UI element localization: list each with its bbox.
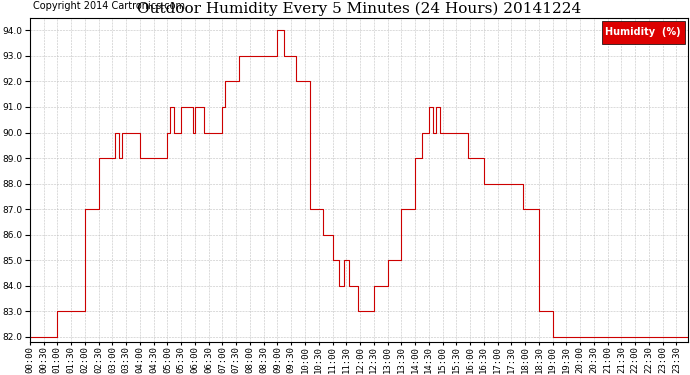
FancyBboxPatch shape [602, 21, 684, 44]
Text: Copyright 2014 Cartronics.com: Copyright 2014 Cartronics.com [33, 1, 185, 11]
Text: Humidity  (%): Humidity (%) [605, 27, 681, 37]
Title: Outdoor Humidity Every 5 Minutes (24 Hours) 20141224: Outdoor Humidity Every 5 Minutes (24 Hou… [137, 2, 581, 16]
